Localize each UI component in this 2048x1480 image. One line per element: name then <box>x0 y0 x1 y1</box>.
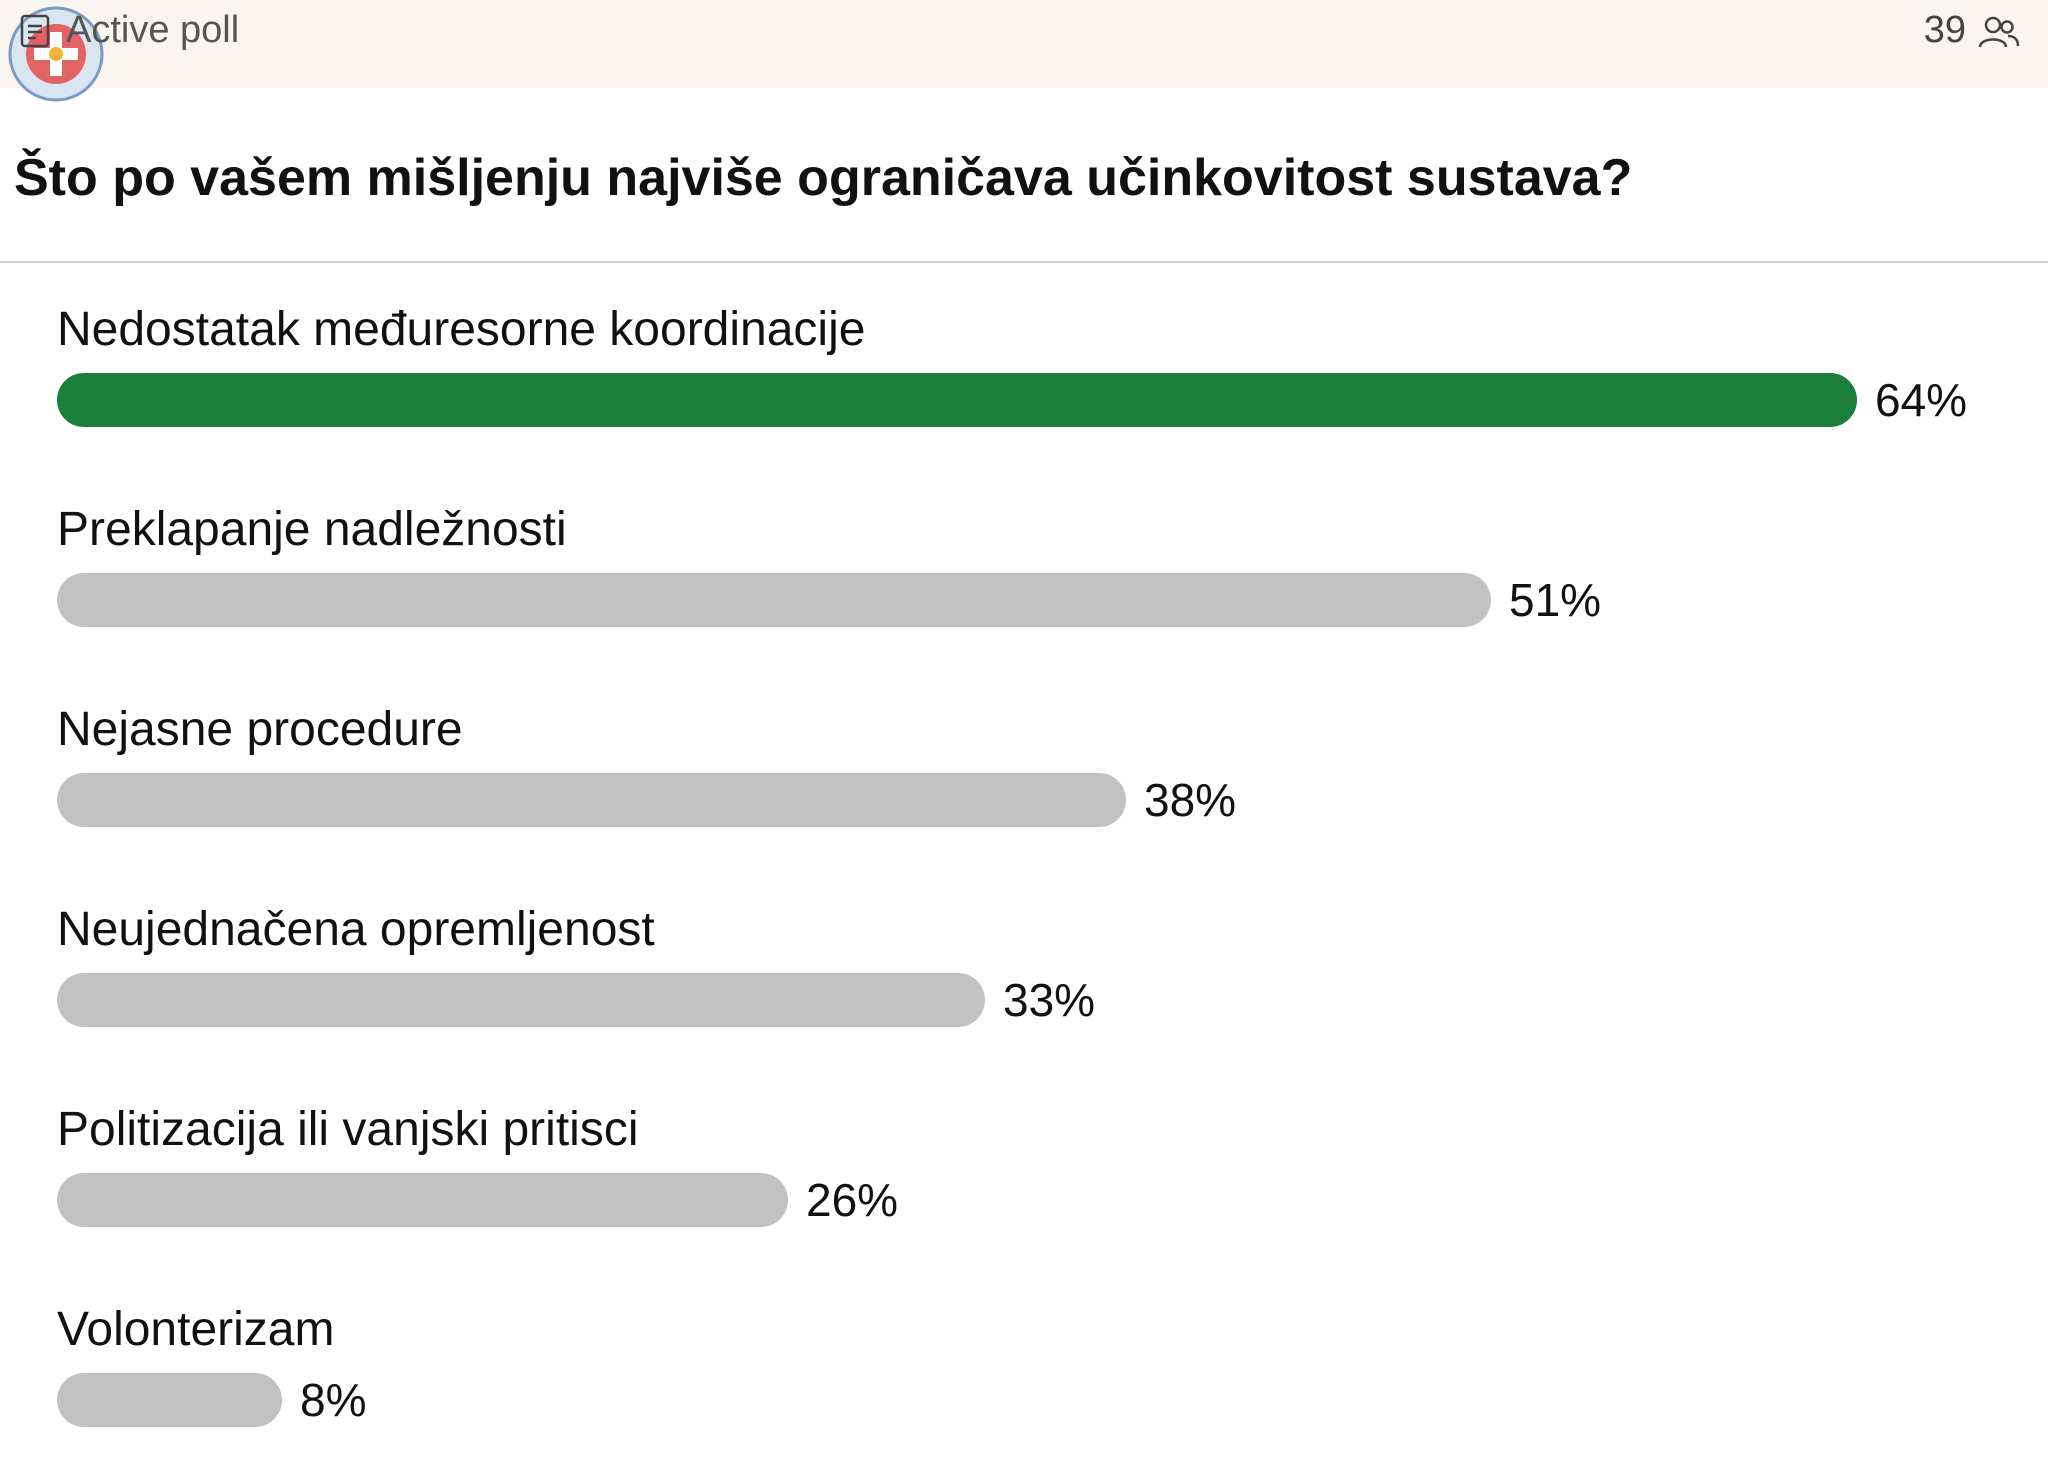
option-percent: 33% <box>1003 974 1096 1026</box>
divider <box>0 261 2048 263</box>
option-bar-row: 51% <box>57 572 1601 628</box>
option-bar <box>57 973 985 1027</box>
poll-option-4[interactable]: Neujednačena opremljenost 33% <box>57 900 2017 1080</box>
poll-option-1[interactable]: Nedostatak međuresorne koordinacije 64% <box>57 300 2017 480</box>
option-bar-row: 38% <box>57 772 1236 828</box>
option-bar <box>57 773 1126 827</box>
poll-option-5[interactable]: Politizacija ili vanjski pritisci 26% <box>57 1100 2017 1280</box>
option-label: Politizacija ili vanjski pritisci <box>57 1103 639 1156</box>
option-bar <box>57 1173 788 1227</box>
option-label: Preklapanje nadležnosti <box>57 503 567 556</box>
option-percent: 51% <box>1509 574 1602 626</box>
option-bar <box>57 373 1857 427</box>
option-percent: 38% <box>1144 774 1237 826</box>
people-icon[interactable] <box>1978 15 2020 49</box>
poll-icon <box>20 14 50 48</box>
option-bar <box>57 1373 282 1427</box>
option-bar-row: 33% <box>57 972 1095 1028</box>
poll-option-6[interactable]: Volonterizam 8% <box>57 1300 2017 1480</box>
option-bar-row: 8% <box>57 1372 366 1428</box>
poll-header: Active poll 39 <box>0 0 2048 102</box>
option-bar-row: 64% <box>57 372 1967 428</box>
poll-option-3[interactable]: Nejasne procedure 38% <box>57 700 2017 880</box>
option-percent: 8% <box>300 1374 367 1426</box>
option-label: Neujednačena opremljenost <box>57 903 655 956</box>
option-percent: 26% <box>806 1174 899 1226</box>
option-label: Volonterizam <box>57 1303 335 1356</box>
option-bar-row: 26% <box>57 1172 898 1228</box>
voter-count: 39 <box>1923 9 1966 51</box>
poll-question: Što po vašem mišljenju najviše ograničav… <box>14 149 1633 207</box>
option-label: Nejasne procedure <box>57 703 463 756</box>
option-label: Nedostatak međuresorne koordinacije <box>57 303 866 356</box>
poll-status-label: Active poll <box>66 9 240 51</box>
option-percent: 64% <box>1875 374 1968 426</box>
poll-option-2[interactable]: Preklapanje nadležnosti 51% <box>57 500 2017 680</box>
option-bar <box>57 573 1491 627</box>
